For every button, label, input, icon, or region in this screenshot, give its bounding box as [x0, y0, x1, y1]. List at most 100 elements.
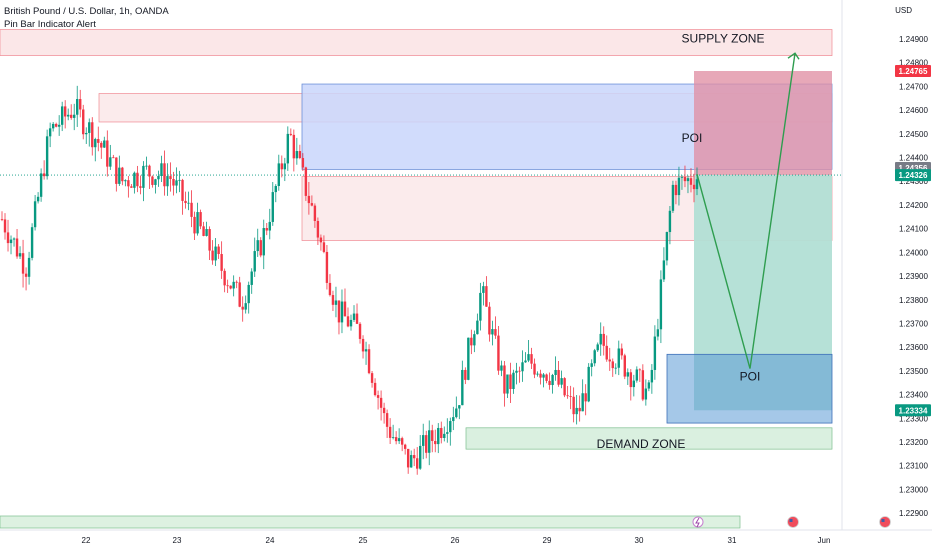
candle-body — [220, 254, 223, 271]
symbol-title[interactable]: British Pound / U.S. Dollar, 1h, OANDA — [4, 6, 169, 17]
candle-body — [145, 165, 148, 167]
candle-body — [57, 124, 61, 127]
x-tick-label: 29 — [543, 536, 552, 545]
poi-upper-label: POI — [682, 131, 703, 145]
x-tick-label: 30 — [635, 536, 644, 545]
candle-body — [166, 176, 169, 187]
price-label: 1.23334 — [899, 406, 928, 415]
y-tick-label: 1.23400 — [899, 391, 928, 400]
candle-body — [419, 445, 422, 469]
candle-body — [677, 177, 681, 196]
candle-body — [479, 292, 482, 321]
candle-body — [205, 229, 208, 236]
supply-zone-label: SUPPLY ZONE — [682, 32, 765, 46]
candle-body — [509, 374, 512, 389]
candle-body — [382, 407, 386, 414]
candle-body — [244, 303, 247, 310]
candle-body — [73, 114, 76, 118]
candle-body — [428, 430, 431, 453]
candle-body — [214, 246, 217, 261]
candle-body — [60, 106, 64, 125]
candle-body — [437, 427, 440, 445]
forecast-path — [696, 53, 796, 369]
y-tick-label: 1.24300 — [899, 177, 928, 186]
candle-body — [668, 210, 672, 233]
candle-body — [45, 136, 49, 177]
indicator-title[interactable]: Pin Bar Indicator Alert — [4, 19, 96, 30]
us-flag-icon-canton — [789, 519, 793, 522]
candle-body — [241, 306, 244, 310]
candle-body — [310, 203, 314, 206]
y-tick-label: 1.23100 — [899, 462, 928, 471]
candle-body — [602, 333, 605, 346]
candle-body — [560, 378, 563, 385]
candle-body — [190, 202, 193, 217]
candle-body — [524, 360, 527, 363]
candle-body — [18, 253, 22, 257]
candle-body — [42, 173, 46, 177]
candle-body — [629, 372, 633, 388]
candle-body — [394, 437, 398, 442]
candle-body — [12, 238, 16, 240]
candle-body — [455, 408, 458, 418]
candle-body — [521, 362, 524, 372]
candle-body — [596, 344, 599, 351]
candle-body — [118, 167, 121, 184]
candle-body — [340, 301, 344, 323]
candle-body — [575, 407, 578, 415]
y-tick-label: 1.24000 — [899, 248, 928, 257]
candle-body — [671, 184, 675, 211]
candle-body — [403, 444, 407, 449]
y-tick-label: 1.23600 — [899, 343, 928, 352]
candle-body — [611, 361, 614, 369]
candle-body — [608, 359, 611, 362]
candle-body — [581, 393, 584, 412]
candle-body — [124, 180, 127, 182]
candle-body — [548, 380, 551, 386]
supply-zone — [0, 29, 833, 56]
candle-body — [199, 212, 202, 227]
candle-body — [572, 396, 575, 415]
candle-body — [97, 139, 100, 143]
candle-body — [434, 440, 437, 445]
candle-body — [515, 370, 518, 373]
candle-body — [563, 378, 566, 396]
candle-body — [196, 212, 199, 234]
candle-body — [527, 354, 530, 361]
candle-body — [15, 238, 19, 257]
x-tick-label: 24 — [266, 536, 275, 545]
candle-body — [280, 163, 284, 170]
x-tick-label: 31 — [728, 536, 737, 545]
candle-body — [695, 179, 699, 190]
candle-body — [235, 281, 238, 283]
candle-body — [265, 228, 268, 231]
y-tick-label: 1.24500 — [899, 130, 928, 139]
forecast-arrowhead — [787, 52, 800, 60]
candle-body — [127, 180, 130, 187]
candle-body — [121, 167, 124, 182]
candle-body — [21, 253, 25, 274]
candle-body — [27, 257, 31, 277]
candle-body — [635, 369, 639, 381]
candle-body — [85, 132, 88, 135]
candle-body — [130, 186, 133, 188]
candle-body — [286, 133, 290, 164]
y-tick-label: 1.24600 — [899, 106, 928, 115]
candle-body — [115, 157, 118, 184]
candle-body — [39, 173, 43, 197]
y-tick-label: 1.23000 — [899, 485, 928, 494]
price-label-bg — [895, 404, 931, 417]
candle-body — [178, 179, 181, 181]
candle-body — [656, 329, 660, 337]
candle-body — [557, 369, 560, 385]
candle-body — [440, 427, 443, 438]
currency-label: USD — [895, 6, 912, 15]
demand-zone-label: DEMAND ZONE — [597, 437, 686, 451]
candle-body — [464, 369, 467, 380]
candle-body — [620, 348, 623, 356]
candle-body — [650, 369, 654, 383]
candle-body — [106, 140, 109, 167]
price-label: 1.24356 — [899, 164, 928, 173]
